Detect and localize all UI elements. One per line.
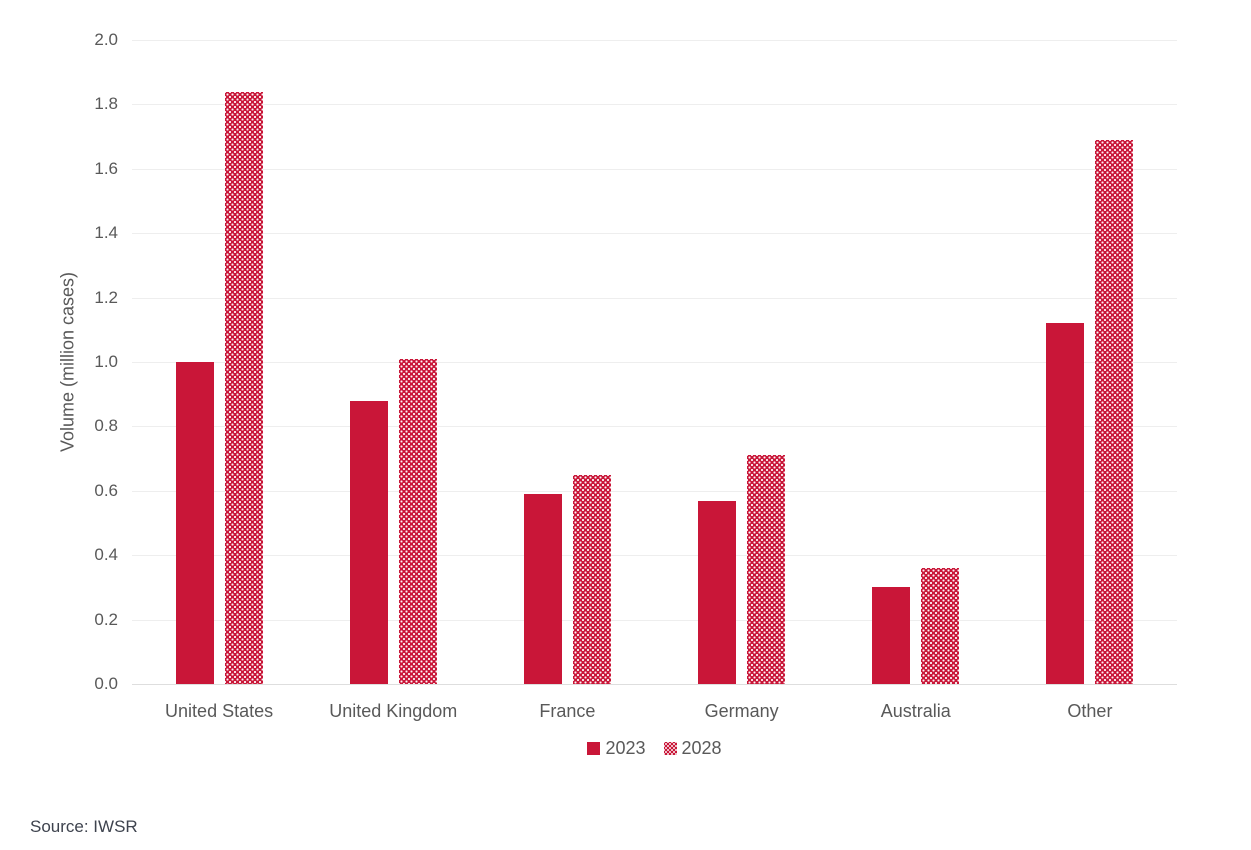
gridline (132, 620, 1177, 621)
gridline (132, 684, 1177, 685)
bars-container (132, 40, 1177, 684)
x-axis-label: France (539, 701, 596, 721)
x-axis-label: Other (1067, 701, 1113, 721)
legend-swatch-icon (587, 741, 601, 755)
bar-2023 (175, 362, 214, 684)
bar-2023 (872, 587, 911, 684)
bar-2023 (349, 400, 388, 684)
y-tick-label: 0.2 (94, 610, 118, 629)
bar-2028 (398, 358, 437, 684)
bar-group (480, 40, 654, 684)
bar-2028 (921, 568, 960, 684)
y-axis-tick-labels: 2.0 1.8 1.6 1.4 1.2 1.0 0.8 0.6 0.4 0.2 0.0 (0, 30, 118, 693)
bar-group (829, 40, 1003, 684)
legend-label: 2028 (681, 738, 722, 758)
bar-group (306, 40, 480, 684)
bar-2028 (572, 474, 611, 684)
gridline (132, 40, 1177, 41)
plot-area (132, 40, 1177, 685)
legend-item: 2028 (663, 738, 722, 758)
y-tick-label: 1.6 (94, 159, 118, 178)
y-tick-label: 2.0 (94, 30, 118, 49)
x-axis-label: Australia (880, 701, 951, 721)
bar-group (1003, 40, 1177, 684)
y-tick-label: 1.4 (94, 223, 118, 242)
bar-group (132, 40, 306, 684)
bar-2028 (224, 91, 263, 684)
source-note: Source: IWSR (30, 817, 138, 836)
y-tick-label: 0.0 (94, 674, 118, 693)
y-tick-label: 1.8 (94, 94, 118, 113)
gridline (132, 426, 1177, 427)
bar-group (655, 40, 829, 684)
legend-item: 2023 (587, 738, 646, 758)
y-tick-label: 1.2 (94, 288, 118, 307)
gridline (132, 555, 1177, 556)
bar-2023 (1046, 323, 1085, 684)
x-axis-label: United Kingdom (329, 701, 458, 721)
x-axis-label: Germany (704, 701, 779, 721)
legend-swatch-icon (663, 741, 677, 755)
bar-2023 (523, 494, 562, 684)
x-axis-labels: United States United Kingdom France Germany… (132, 701, 1177, 721)
y-tick-label: 0.4 (94, 545, 118, 564)
y-tick-label: 0.8 (94, 416, 118, 435)
legend: 2023 2028 (132, 738, 1177, 758)
y-tick-label: 0.6 (94, 481, 118, 500)
bar-2028 (747, 455, 786, 684)
gridline (132, 491, 1177, 492)
gridline (132, 298, 1177, 299)
legend-label: 2023 (605, 738, 646, 758)
y-tick-label: 1.0 (94, 352, 118, 371)
bar-2028 (1095, 139, 1134, 684)
bar-2023 (698, 500, 737, 684)
gridline (132, 104, 1177, 105)
gridline (132, 362, 1177, 363)
gridline (132, 169, 1177, 170)
x-axis-label: United States (165, 701, 274, 721)
gridline (132, 233, 1177, 234)
